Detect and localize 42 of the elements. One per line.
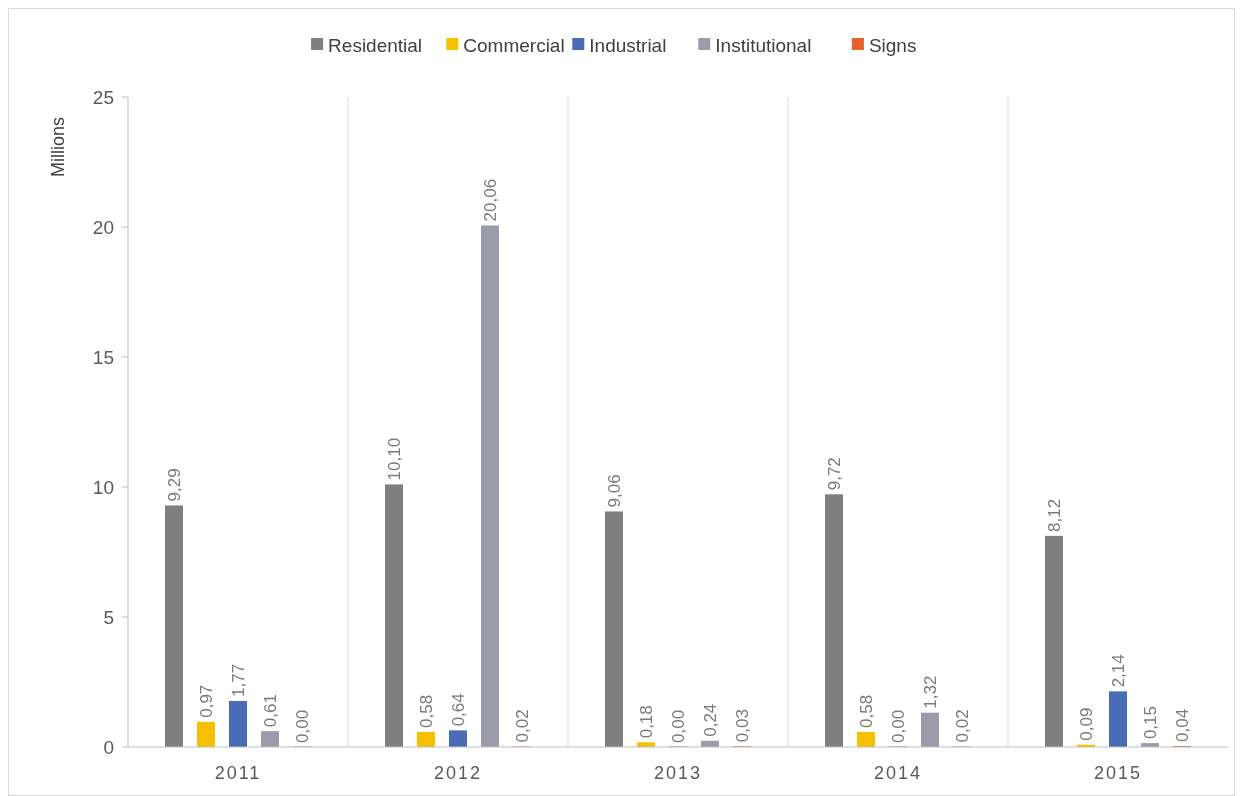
x-tick-label: 2013 [653, 763, 703, 783]
data-label: 0,15 [1141, 706, 1160, 740]
data-label: 0,18 [637, 705, 656, 739]
data-label: 10,10 [385, 437, 404, 481]
data-label: 0,58 [417, 694, 436, 728]
x-tick-label: 2014 [873, 763, 923, 783]
data-label: 0,61 [261, 694, 280, 728]
x-tick-label: 2015 [1093, 763, 1143, 783]
y-tick-label: 10 [92, 476, 114, 498]
data-label: 0,02 [513, 709, 532, 743]
y-tick-label: 25 [92, 86, 114, 108]
data-label: 0,04 [1173, 708, 1192, 742]
y-axis-title: Millions [48, 116, 68, 178]
data-label: 0,58 [857, 694, 876, 728]
y-tick-label: 15 [92, 346, 114, 368]
y-tick-label: 0 [103, 736, 114, 758]
data-label: 0,03 [733, 709, 752, 743]
data-label: 20,06 [481, 178, 500, 222]
legend-label: Industrial [589, 34, 667, 56]
data-label: 0,97 [197, 684, 216, 718]
data-label: 8,12 [1045, 498, 1064, 532]
data-label: 9,72 [825, 457, 844, 491]
data-label: 0,24 [701, 703, 720, 737]
legend-label: Residential [328, 34, 423, 56]
data-label: 0,09 [1077, 707, 1096, 741]
legend-label: Commercial [463, 34, 565, 56]
legend-label: Signs [868, 34, 917, 56]
data-label: 0,64 [449, 693, 468, 727]
data-label: 9,06 [605, 474, 624, 508]
x-tick-label: 2012 [433, 763, 483, 783]
data-label: 1,32 [921, 675, 940, 709]
x-tick-label: 2011 [214, 763, 262, 783]
data-label: 2,14 [1109, 654, 1128, 688]
data-label: 0,00 [293, 709, 312, 743]
data-label: 9,29 [165, 468, 184, 502]
data-label: 0,02 [953, 709, 972, 743]
data-label: 0,00 [669, 709, 688, 743]
data-label: 0,00 [889, 709, 908, 743]
legend-label: Institutional [715, 34, 812, 56]
y-tick-label: 20 [92, 216, 114, 238]
y-tick-label: 5 [103, 606, 114, 628]
data-label: 1,77 [229, 663, 248, 697]
